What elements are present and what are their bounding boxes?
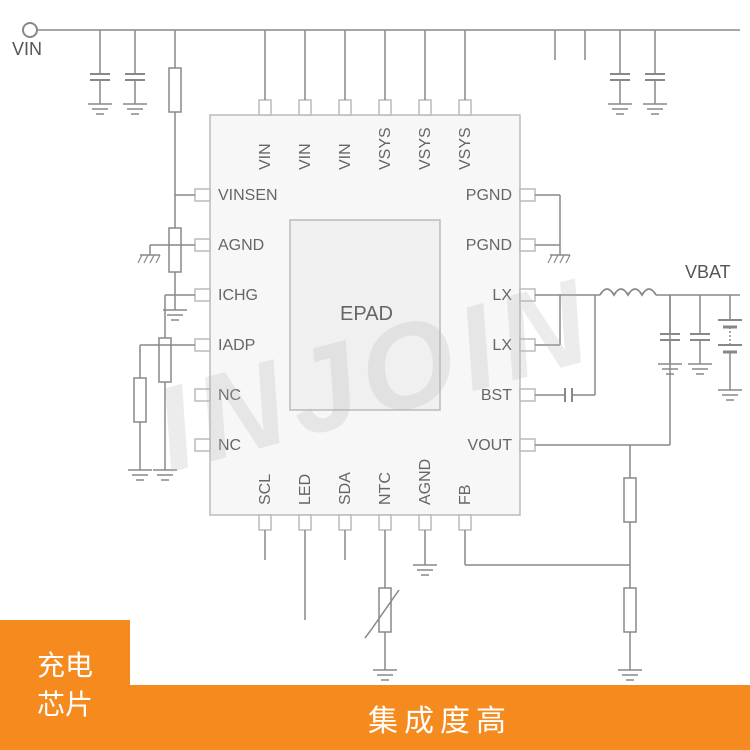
ground-icon [718,380,742,400]
battery-icon [718,320,742,327]
ground-icon [608,94,632,114]
ground-icon [128,460,152,480]
pin-label: VIN [337,143,354,170]
pin-label: SCL [257,474,274,505]
ground-icon [153,460,177,480]
badge-line2: 芯片 [37,685,93,724]
net-label-vbat: VBAT [685,262,731,282]
pin-label: LX [492,337,512,354]
ground-icon [413,555,437,575]
pin-label: ICHG [218,287,258,304]
pin-label: AGND [417,459,434,505]
pin-label: VSYS [457,127,474,170]
pin-label: LX [492,287,512,304]
caption-bar: 集成度高 [130,685,750,750]
resistor [624,580,636,640]
ground-icon [88,94,112,114]
capacitor [610,60,630,94]
pin-label: VOUT [468,437,513,454]
badge-line1: 充电 [37,646,93,685]
pin-label: VIN [257,143,274,170]
battery-icon [718,345,742,352]
epad-label: EPAD [340,303,393,325]
pin-label: VINSEN [218,187,278,204]
signal-ground-icon [548,245,570,263]
pin-label: NTC [377,472,394,505]
pin-label: IADP [218,337,255,354]
pin-label: VSYS [417,127,434,170]
pin-label: VIN [297,143,314,170]
net-label-vin: VIN [12,39,42,59]
capacitor [125,60,145,94]
ground-icon [123,94,147,114]
category-badge: 充电 芯片 [0,620,130,750]
pin-label: FB [457,485,474,505]
thermistor [365,580,399,640]
ground-icon [163,300,187,320]
pin-label: VSYS [377,127,394,170]
pin-label: AGND [218,237,264,254]
signal-ground-icon [138,245,160,263]
resistor [159,330,171,390]
ground-icon [643,94,667,114]
pin-label: PGND [466,237,512,254]
ground-icon [688,354,712,374]
resistor [169,60,181,120]
vin-terminal [23,23,37,37]
resistor [134,370,146,430]
ground-icon [373,660,397,680]
pin-label: NC [218,387,241,404]
pin-label: PGND [466,187,512,204]
pin-label: BST [481,387,512,404]
pin-label: LED [297,474,314,505]
ground-icon [618,660,642,680]
resistor [624,470,636,530]
caption-text: 集成度高 [368,696,512,740]
resistor [169,220,181,280]
capacitor [645,60,665,94]
inductor [600,289,656,295]
pin-label: SDA [337,472,354,505]
capacitor [690,320,710,354]
pin-label: NC [218,437,241,454]
capacitor [90,60,110,94]
